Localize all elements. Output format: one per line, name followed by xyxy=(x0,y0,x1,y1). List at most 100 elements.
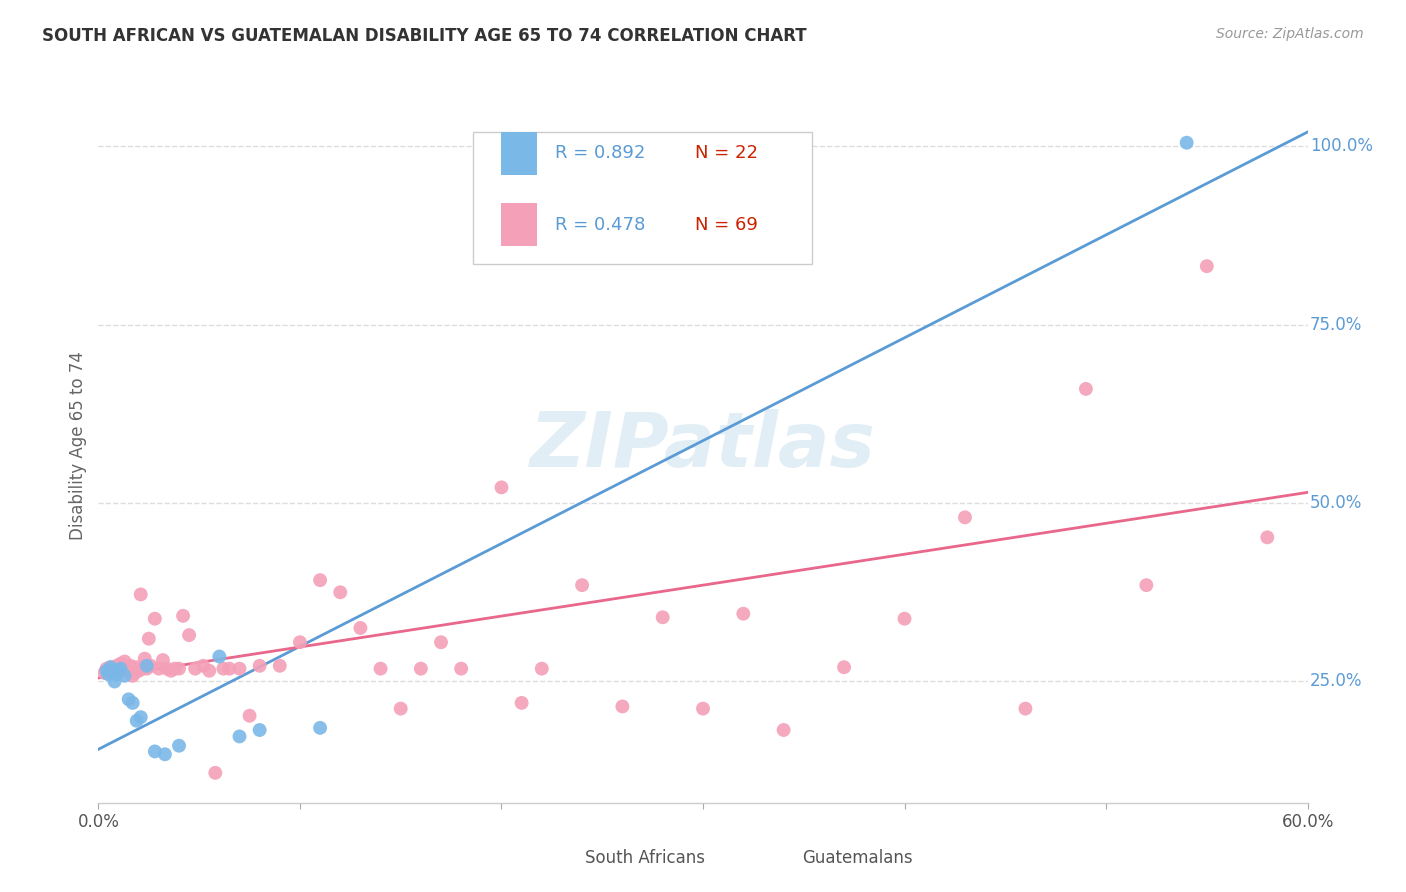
Point xyxy=(491,480,513,494)
Point xyxy=(177,628,201,642)
Point xyxy=(218,662,240,676)
Point xyxy=(309,721,332,735)
Point xyxy=(1175,136,1198,150)
Point xyxy=(349,621,371,635)
Point xyxy=(134,651,156,665)
Point xyxy=(110,657,132,671)
Point xyxy=(148,662,170,676)
Point xyxy=(138,632,160,646)
FancyBboxPatch shape xyxy=(546,844,572,872)
Text: R = 0.892: R = 0.892 xyxy=(555,145,645,162)
Point xyxy=(111,662,134,676)
Point xyxy=(105,658,128,673)
Point xyxy=(105,667,128,681)
Text: N = 22: N = 22 xyxy=(695,145,758,162)
Point xyxy=(97,667,120,681)
Point xyxy=(93,665,115,680)
Point xyxy=(1074,382,1097,396)
Point xyxy=(114,669,136,683)
Point xyxy=(97,664,120,678)
Point xyxy=(135,662,157,676)
Point xyxy=(692,701,714,715)
FancyBboxPatch shape xyxy=(501,203,537,246)
Point xyxy=(893,612,915,626)
Point xyxy=(103,674,125,689)
Point xyxy=(249,723,271,737)
Text: N = 69: N = 69 xyxy=(695,216,758,234)
Point xyxy=(612,699,634,714)
Text: 50.0%: 50.0% xyxy=(1310,494,1362,512)
Point xyxy=(530,662,553,676)
Point xyxy=(832,660,855,674)
Point xyxy=(100,660,122,674)
Point xyxy=(107,664,129,678)
Point xyxy=(228,662,250,676)
Point xyxy=(125,714,148,728)
Point xyxy=(172,608,194,623)
Point xyxy=(249,658,271,673)
Text: R = 0.478: R = 0.478 xyxy=(555,216,645,234)
Text: 100.0%: 100.0% xyxy=(1310,137,1374,155)
Point xyxy=(389,701,412,715)
Point xyxy=(228,730,250,744)
Point xyxy=(204,765,226,780)
Point xyxy=(115,664,138,678)
Point xyxy=(651,610,673,624)
Text: SOUTH AFRICAN VS GUATEMALAN DISABILITY AGE 65 TO 74 CORRELATION CHART: SOUTH AFRICAN VS GUATEMALAN DISABILITY A… xyxy=(42,27,807,45)
Point xyxy=(193,658,215,673)
Point xyxy=(208,649,231,664)
Text: South Africans: South Africans xyxy=(585,849,704,867)
Point xyxy=(121,669,143,683)
Point xyxy=(96,662,118,676)
Point xyxy=(132,662,155,676)
Point xyxy=(128,664,150,678)
Point xyxy=(167,662,190,676)
Y-axis label: Disability Age 65 to 74: Disability Age 65 to 74 xyxy=(69,351,87,541)
Text: ZIPatlas: ZIPatlas xyxy=(530,409,876,483)
Point xyxy=(103,662,125,676)
Text: Source: ZipAtlas.com: Source: ZipAtlas.com xyxy=(1216,27,1364,41)
FancyBboxPatch shape xyxy=(474,132,811,264)
Point xyxy=(309,573,332,587)
Point xyxy=(118,662,141,676)
Point xyxy=(143,744,166,758)
Text: Guatemalans: Guatemalans xyxy=(803,849,912,867)
Point xyxy=(1135,578,1157,592)
FancyBboxPatch shape xyxy=(763,844,790,872)
Point xyxy=(129,587,152,601)
Point xyxy=(114,655,136,669)
Point xyxy=(120,658,142,673)
Point xyxy=(96,664,118,678)
Point xyxy=(101,664,124,678)
Point xyxy=(772,723,794,737)
Point xyxy=(953,510,976,524)
Point xyxy=(167,739,190,753)
Point xyxy=(163,662,186,676)
Point xyxy=(239,708,262,723)
Point xyxy=(129,710,152,724)
Point xyxy=(1256,530,1278,544)
Point xyxy=(510,696,533,710)
Point xyxy=(288,635,311,649)
Text: 75.0%: 75.0% xyxy=(1310,316,1362,334)
Point xyxy=(571,578,593,592)
Point xyxy=(1195,259,1218,273)
Point xyxy=(124,665,146,680)
Point xyxy=(101,664,124,678)
Point xyxy=(160,664,183,678)
FancyBboxPatch shape xyxy=(501,132,537,175)
Point xyxy=(733,607,755,621)
Text: 25.0%: 25.0% xyxy=(1310,673,1362,690)
Point xyxy=(153,747,176,762)
Point xyxy=(107,662,129,676)
Point xyxy=(269,658,291,673)
Point xyxy=(198,664,221,678)
Point xyxy=(409,662,432,676)
Point xyxy=(125,660,148,674)
Point xyxy=(121,696,143,710)
Point xyxy=(370,662,392,676)
Point xyxy=(135,658,157,673)
Point xyxy=(110,662,132,676)
Point xyxy=(152,653,174,667)
Point xyxy=(143,612,166,626)
